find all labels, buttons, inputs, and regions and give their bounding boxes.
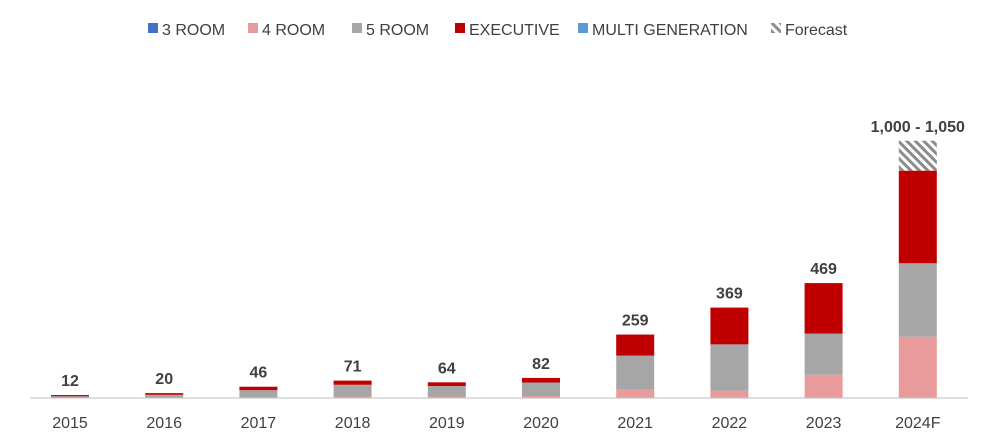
- bar-5-room-2022: [710, 344, 749, 391]
- bar-executive-2016: [145, 393, 184, 395]
- legend-swatch-3-room: [148, 23, 158, 33]
- total-label-2023: 469: [810, 261, 837, 278]
- legend-item-multi-generation: MULTI GENERATION: [578, 22, 748, 39]
- bar-executive-2015: [51, 395, 89, 397]
- bar-4-room-2021: [616, 389, 655, 398]
- bar-executive-2017: [239, 386, 278, 391]
- x-tick-2022: 2022: [712, 415, 748, 432]
- legend-label-executive: EXECUTIVE: [469, 22, 560, 39]
- x-tick-2019: 2019: [429, 415, 465, 432]
- legend-swatch-forecast: [771, 23, 781, 33]
- bar-5-room-2024f: [898, 263, 937, 337]
- bar-5-room-2017: [239, 390, 278, 398]
- bar-executive-2024f: [898, 170, 937, 264]
- legend-label-5-room: 5 ROOM: [366, 22, 429, 39]
- bar-executive-2020: [522, 377, 560, 383]
- legend-item-forecast: Forecast: [771, 22, 848, 39]
- bar-forecast-2024f: [898, 140, 937, 171]
- total-label-2020: 82: [532, 356, 550, 373]
- total-label-2016: 20: [155, 371, 173, 388]
- legend-label-multi-generation: MULTI GENERATION: [592, 22, 748, 39]
- legend-label-3-room: 3 ROOM: [162, 22, 225, 39]
- legend-item-3-room: 3 ROOM: [148, 22, 225, 39]
- total-label-2017: 46: [250, 365, 268, 382]
- bar-4-room-2020: [522, 396, 560, 398]
- bar-4-room-2023: [804, 374, 843, 398]
- legend-item-5-room: 5 ROOM: [352, 22, 429, 39]
- x-tick-2020: 2020: [523, 415, 559, 432]
- legend-item-executive: EXECUTIVE: [455, 22, 560, 39]
- total-label-2022: 369: [716, 286, 743, 303]
- x-tick-2017: 2017: [241, 415, 277, 432]
- bar-5-room-2018: [333, 384, 372, 397]
- bar-5-room-2015: [51, 396, 89, 398]
- legend-label-forecast: Forecast: [785, 22, 848, 39]
- bar-executive-2018: [333, 380, 372, 385]
- legend: 3 ROOM 4 ROOM 5 ROOM EXECUTIVE MULTI GENERAT…: [148, 22, 848, 39]
- bar-executive-2019: [427, 382, 466, 386]
- total-label-2024f: 1,000 - 1,050: [871, 119, 965, 136]
- bar-5-room-2016: [145, 394, 184, 398]
- x-tick-2016: 2016: [146, 415, 182, 432]
- legend-label-4-room: 4 ROOM: [262, 22, 325, 39]
- legend-swatch-multi-generation: [578, 23, 588, 33]
- x-tick-2015: 2015: [52, 415, 88, 432]
- total-label-2021: 259: [622, 313, 649, 330]
- legend-swatch-5-room: [352, 23, 362, 33]
- x-tick-2024f: 2024F: [895, 415, 941, 432]
- bar-executive-2021: [616, 334, 655, 356]
- bar-5-room-2023: [804, 333, 843, 375]
- legend-item-4-room: 4 ROOM: [248, 22, 325, 39]
- legend-swatch-executive: [455, 23, 465, 33]
- x-tick-2023: 2023: [806, 415, 842, 432]
- bar-4-room-2018: [333, 396, 372, 398]
- total-label-2015: 12: [61, 373, 79, 390]
- bar-executive-2022: [710, 307, 749, 345]
- x-tick-2021: 2021: [617, 415, 653, 432]
- total-label-2018: 71: [344, 359, 362, 376]
- bar-4-room-2019: [427, 396, 466, 398]
- bar-5-room-2021: [616, 355, 655, 390]
- x-axis-ticks: 2015 2016 2017 2018 2019 2020 2021 2022 2023 2024…: [52, 415, 941, 432]
- bars: [51, 140, 937, 398]
- x-tick-2018: 2018: [335, 415, 371, 432]
- bar-5-room-2019: [427, 385, 466, 397]
- total-labels: 12 20 46 71 64 82 259 369 469 1,000 - 1,050: [61, 119, 965, 390]
- total-label-2019: 64: [438, 360, 456, 377]
- bar-5-room-2020: [522, 382, 560, 397]
- bar-4-room-2024f: [898, 336, 937, 398]
- bar-4-room-2022: [710, 390, 749, 398]
- bar-executive-2023: [804, 283, 843, 334]
- legend-swatch-4-room: [248, 23, 258, 33]
